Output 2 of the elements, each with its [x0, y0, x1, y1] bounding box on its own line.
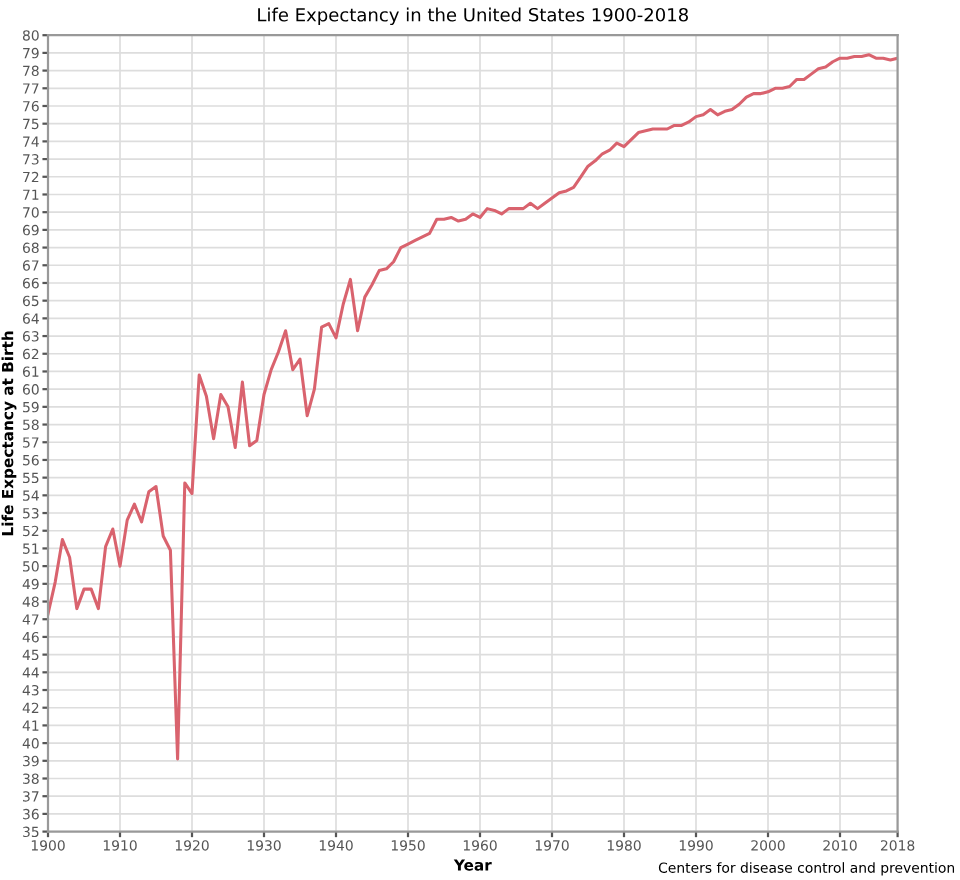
chart-title: Life Expectancy in the United States 1900-2018	[258, 7, 688, 26]
line-series	[48, 53, 898, 761]
